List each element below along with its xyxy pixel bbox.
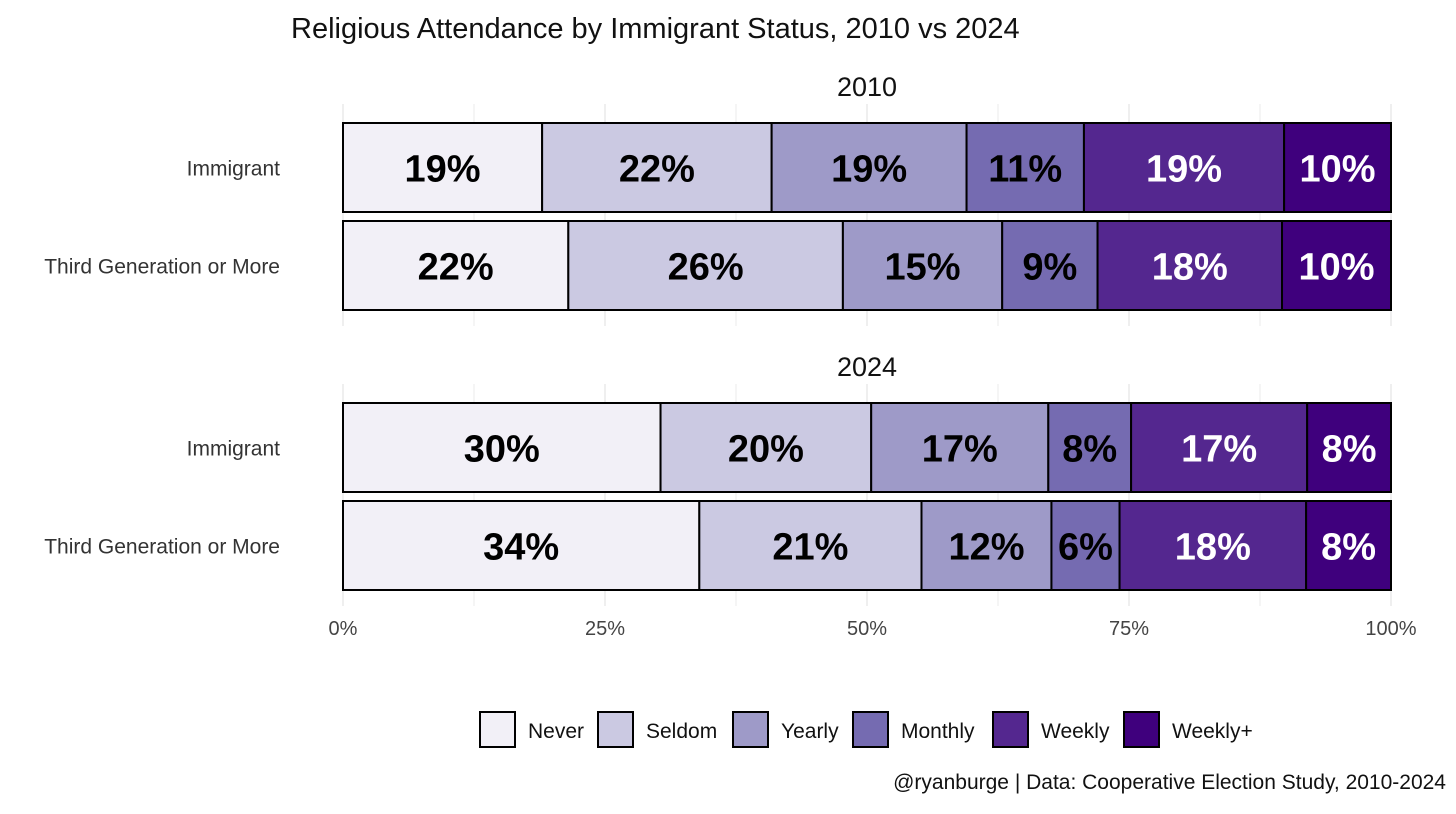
data-label: 26%	[668, 247, 744, 289]
legend-label: Weekly+	[1172, 720, 1253, 743]
legend-label: Weekly	[1041, 720, 1110, 743]
data-label: 21%	[772, 527, 848, 569]
data-label: 10%	[1300, 149, 1376, 191]
x-tick-label: 75%	[1109, 618, 1149, 640]
panels: 2010 Immigrant 19% 22% 19% 11% 19% 10% Third Gen…	[44, 72, 1393, 591]
x-tick-label: 50%	[847, 618, 887, 640]
data-label: 8%	[1321, 527, 1376, 569]
data-label: 19%	[831, 149, 907, 191]
row-label: Third Generation or More	[44, 256, 280, 279]
bar-segment-seldom	[567, 220, 844, 311]
row-label: Immigrant	[187, 158, 281, 181]
legend-label: Monthly	[901, 720, 975, 743]
data-label: 15%	[885, 247, 961, 289]
x-tick-label: 25%	[585, 618, 625, 640]
bar-segment-seldom	[541, 122, 773, 213]
legend-swatch	[479, 711, 516, 748]
bar-segment-weekly-plus	[1283, 122, 1392, 213]
legend-label: Yearly	[781, 720, 839, 743]
data-label: 18%	[1175, 527, 1251, 569]
x-axis: 0% 25% 50% 75% 100%	[329, 618, 1417, 640]
data-label: 8%	[1322, 429, 1377, 471]
legend-swatch	[732, 711, 769, 748]
panel-2010: 2010 Immigrant 19% 22% 19% 11% 19% 10% Third Gen…	[44, 72, 1393, 311]
bar-segment-never	[342, 122, 544, 213]
data-label: 6%	[1058, 527, 1113, 569]
bar-segment-weekly-plus	[1281, 220, 1393, 311]
data-label: 30%	[464, 429, 540, 471]
bar-segment-weekly	[1118, 500, 1308, 591]
row-label: Third Generation or More	[44, 536, 280, 559]
bar-segment-weekly-plus	[1306, 402, 1393, 493]
bar-segment-weekly	[1130, 402, 1309, 493]
bar-segment-monthly	[1047, 402, 1133, 493]
bar-segment-monthly	[965, 122, 1085, 213]
legend-label: Seldom	[646, 720, 717, 743]
data-label: 10%	[1298, 247, 1374, 289]
chart-title: Religious Attendance by Immigrant Status…	[291, 13, 1020, 45]
data-label: 18%	[1152, 247, 1228, 289]
data-label: 9%	[1022, 247, 1077, 289]
panel-title: 2024	[837, 352, 897, 382]
legend: Never Seldom Yearly Monthly Weekly Weekly+	[479, 711, 1253, 748]
legend-swatch	[992, 711, 1029, 748]
data-label: 8%	[1062, 429, 1117, 471]
bar-segment-seldom	[659, 402, 873, 493]
panel-title: 2010	[837, 72, 897, 102]
bar-segment-yearly	[920, 500, 1053, 591]
x-tick-label: 100%	[1365, 618, 1416, 640]
x-tick-label: 0%	[329, 618, 358, 640]
legend-swatch	[597, 711, 634, 748]
panel-2024: 2024 Immigrant 30% 20% 17% 8% 17% 8% Third Gener…	[44, 352, 1393, 591]
legend-swatch	[1123, 711, 1160, 748]
data-label: 19%	[405, 149, 481, 191]
data-label: 17%	[1181, 429, 1257, 471]
bar-segment-seldom	[698, 500, 923, 591]
caption: @ryanburge | Data: Cooperative Election …	[893, 771, 1446, 794]
bar-segment-monthly	[1050, 500, 1121, 591]
bar-segment-yearly	[770, 122, 968, 213]
data-label: 34%	[483, 527, 559, 569]
data-label: 12%	[948, 527, 1024, 569]
data-label: 22%	[418, 247, 494, 289]
bar-segment-yearly	[870, 402, 1050, 493]
legend-label: Never	[528, 720, 584, 743]
data-label: 17%	[922, 429, 998, 471]
legend-swatch	[852, 711, 889, 748]
bar-segment-never	[342, 402, 662, 493]
bar-segment-monthly	[1001, 220, 1099, 311]
bar-segment-never	[342, 500, 701, 591]
row-label: Immigrant	[187, 438, 281, 461]
data-label: 11%	[988, 149, 1062, 191]
bar-segment-weekly-plus	[1305, 500, 1393, 591]
data-label: 19%	[1146, 149, 1222, 191]
data-label: 22%	[619, 149, 695, 191]
data-label: 20%	[728, 429, 804, 471]
